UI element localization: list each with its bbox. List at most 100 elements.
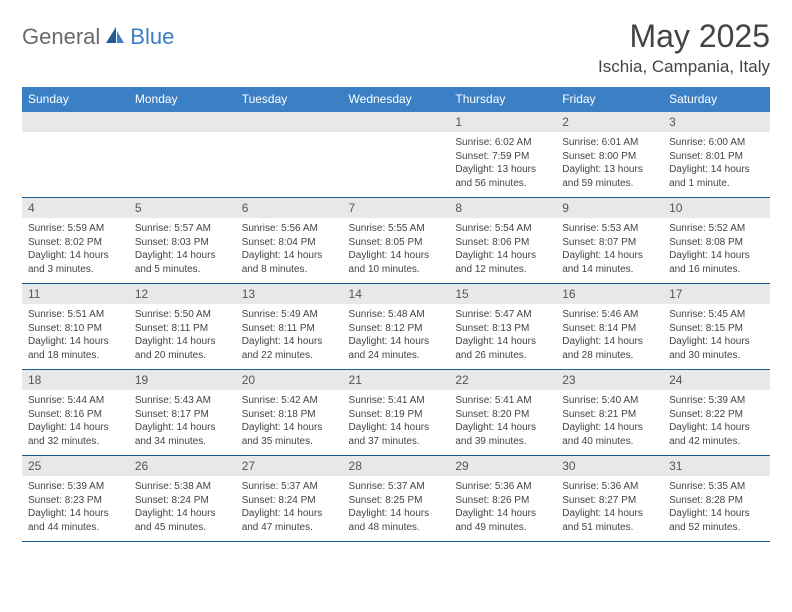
calendar-cell: 16Sunrise: 5:46 AMSunset: 8:14 PMDayligh…: [556, 284, 663, 370]
calendar-row: 25Sunrise: 5:39 AMSunset: 8:23 PMDayligh…: [22, 456, 770, 542]
empty-daynum: [343, 112, 450, 132]
day-data: Sunrise: 5:39 AMSunset: 8:22 PMDaylight:…: [663, 390, 770, 452]
calendar-row: 18Sunrise: 5:44 AMSunset: 8:16 PMDayligh…: [22, 370, 770, 456]
day-data: Sunrise: 5:48 AMSunset: 8:12 PMDaylight:…: [343, 304, 450, 366]
calendar-cell: [22, 112, 129, 198]
day-number: 13: [236, 284, 343, 304]
sail-icon: [104, 25, 126, 50]
calendar-body: 1Sunrise: 6:02 AMSunset: 7:59 PMDaylight…: [22, 112, 770, 542]
day-number: 5: [129, 198, 236, 218]
calendar-cell: 1Sunrise: 6:02 AMSunset: 7:59 PMDaylight…: [449, 112, 556, 198]
day-number: 22: [449, 370, 556, 390]
day-number: 3: [663, 112, 770, 132]
calendar-cell: 11Sunrise: 5:51 AMSunset: 8:10 PMDayligh…: [22, 284, 129, 370]
day-number: 11: [22, 284, 129, 304]
calendar-table: Sunday Monday Tuesday Wednesday Thursday…: [22, 87, 770, 542]
calendar-cell: 30Sunrise: 5:36 AMSunset: 8:27 PMDayligh…: [556, 456, 663, 542]
weekday-header: Saturday: [663, 87, 770, 112]
calendar-cell: 31Sunrise: 5:35 AMSunset: 8:28 PMDayligh…: [663, 456, 770, 542]
calendar-cell: 20Sunrise: 5:42 AMSunset: 8:18 PMDayligh…: [236, 370, 343, 456]
calendar-cell: 22Sunrise: 5:41 AMSunset: 8:20 PMDayligh…: [449, 370, 556, 456]
day-number: 29: [449, 456, 556, 476]
day-data: Sunrise: 6:00 AMSunset: 8:01 PMDaylight:…: [663, 132, 770, 194]
calendar-cell: 23Sunrise: 5:40 AMSunset: 8:21 PMDayligh…: [556, 370, 663, 456]
calendar-cell: 17Sunrise: 5:45 AMSunset: 8:15 PMDayligh…: [663, 284, 770, 370]
day-data: Sunrise: 5:51 AMSunset: 8:10 PMDaylight:…: [22, 304, 129, 366]
day-number: 6: [236, 198, 343, 218]
day-number: 14: [343, 284, 450, 304]
header: General Blue May 2025 Ischia, Campania, …: [22, 18, 770, 77]
day-number: 23: [556, 370, 663, 390]
calendar-cell: [129, 112, 236, 198]
calendar-cell: 18Sunrise: 5:44 AMSunset: 8:16 PMDayligh…: [22, 370, 129, 456]
day-number: 4: [22, 198, 129, 218]
location: Ischia, Campania, Italy: [598, 57, 770, 77]
empty-daynum: [236, 112, 343, 132]
day-number: 2: [556, 112, 663, 132]
day-data: Sunrise: 5:35 AMSunset: 8:28 PMDaylight:…: [663, 476, 770, 538]
day-data: Sunrise: 5:46 AMSunset: 8:14 PMDaylight:…: [556, 304, 663, 366]
day-data: Sunrise: 5:40 AMSunset: 8:21 PMDaylight:…: [556, 390, 663, 452]
day-number: 19: [129, 370, 236, 390]
calendar-cell: 7Sunrise: 5:55 AMSunset: 8:05 PMDaylight…: [343, 198, 450, 284]
calendar-row: 4Sunrise: 5:59 AMSunset: 8:02 PMDaylight…: [22, 198, 770, 284]
day-number: 7: [343, 198, 450, 218]
day-number: 20: [236, 370, 343, 390]
calendar-cell: 8Sunrise: 5:54 AMSunset: 8:06 PMDaylight…: [449, 198, 556, 284]
calendar-cell: 29Sunrise: 5:36 AMSunset: 8:26 PMDayligh…: [449, 456, 556, 542]
calendar-cell: 12Sunrise: 5:50 AMSunset: 8:11 PMDayligh…: [129, 284, 236, 370]
day-data: Sunrise: 5:42 AMSunset: 8:18 PMDaylight:…: [236, 390, 343, 452]
weekday-header: Wednesday: [343, 87, 450, 112]
calendar-cell: 25Sunrise: 5:39 AMSunset: 8:23 PMDayligh…: [22, 456, 129, 542]
day-number: 15: [449, 284, 556, 304]
day-data: Sunrise: 5:53 AMSunset: 8:07 PMDaylight:…: [556, 218, 663, 280]
calendar-cell: 5Sunrise: 5:57 AMSunset: 8:03 PMDaylight…: [129, 198, 236, 284]
logo-text-blue: Blue: [130, 24, 174, 50]
logo: General Blue: [22, 18, 174, 50]
day-data: Sunrise: 5:41 AMSunset: 8:19 PMDaylight:…: [343, 390, 450, 452]
calendar-row: 1Sunrise: 6:02 AMSunset: 7:59 PMDaylight…: [22, 112, 770, 198]
calendar-cell: 4Sunrise: 5:59 AMSunset: 8:02 PMDaylight…: [22, 198, 129, 284]
day-number: 12: [129, 284, 236, 304]
weekday-header: Tuesday: [236, 87, 343, 112]
day-data: Sunrise: 5:56 AMSunset: 8:04 PMDaylight:…: [236, 218, 343, 280]
day-number: 16: [556, 284, 663, 304]
day-data: Sunrise: 5:44 AMSunset: 8:16 PMDaylight:…: [22, 390, 129, 452]
day-data: Sunrise: 5:45 AMSunset: 8:15 PMDaylight:…: [663, 304, 770, 366]
day-number: 31: [663, 456, 770, 476]
calendar-cell: 15Sunrise: 5:47 AMSunset: 8:13 PMDayligh…: [449, 284, 556, 370]
calendar-cell: 2Sunrise: 6:01 AMSunset: 8:00 PMDaylight…: [556, 112, 663, 198]
day-data: Sunrise: 5:41 AMSunset: 8:20 PMDaylight:…: [449, 390, 556, 452]
calendar-cell: 3Sunrise: 6:00 AMSunset: 8:01 PMDaylight…: [663, 112, 770, 198]
day-data: Sunrise: 5:36 AMSunset: 8:27 PMDaylight:…: [556, 476, 663, 538]
day-data: Sunrise: 5:49 AMSunset: 8:11 PMDaylight:…: [236, 304, 343, 366]
day-number: 18: [22, 370, 129, 390]
weekday-header: Thursday: [449, 87, 556, 112]
calendar-cell: 19Sunrise: 5:43 AMSunset: 8:17 PMDayligh…: [129, 370, 236, 456]
day-data: Sunrise: 5:55 AMSunset: 8:05 PMDaylight:…: [343, 218, 450, 280]
day-number: 8: [449, 198, 556, 218]
empty-daynum: [22, 112, 129, 132]
day-number: 10: [663, 198, 770, 218]
calendar-cell: 6Sunrise: 5:56 AMSunset: 8:04 PMDaylight…: [236, 198, 343, 284]
calendar-cell: 24Sunrise: 5:39 AMSunset: 8:22 PMDayligh…: [663, 370, 770, 456]
calendar-cell: 10Sunrise: 5:52 AMSunset: 8:08 PMDayligh…: [663, 198, 770, 284]
day-number: 17: [663, 284, 770, 304]
calendar-cell: 28Sunrise: 5:37 AMSunset: 8:25 PMDayligh…: [343, 456, 450, 542]
day-number: 30: [556, 456, 663, 476]
day-number: 26: [129, 456, 236, 476]
day-data: Sunrise: 5:43 AMSunset: 8:17 PMDaylight:…: [129, 390, 236, 452]
day-data: Sunrise: 5:59 AMSunset: 8:02 PMDaylight:…: [22, 218, 129, 280]
calendar-cell: 26Sunrise: 5:38 AMSunset: 8:24 PMDayligh…: [129, 456, 236, 542]
day-data: Sunrise: 5:54 AMSunset: 8:06 PMDaylight:…: [449, 218, 556, 280]
calendar-cell: [343, 112, 450, 198]
day-number: 9: [556, 198, 663, 218]
logo-text-general: General: [22, 24, 100, 50]
day-data: Sunrise: 5:50 AMSunset: 8:11 PMDaylight:…: [129, 304, 236, 366]
day-number: 24: [663, 370, 770, 390]
weekday-header-row: Sunday Monday Tuesday Wednesday Thursday…: [22, 87, 770, 112]
calendar-row: 11Sunrise: 5:51 AMSunset: 8:10 PMDayligh…: [22, 284, 770, 370]
day-data: Sunrise: 6:01 AMSunset: 8:00 PMDaylight:…: [556, 132, 663, 194]
day-data: Sunrise: 5:37 AMSunset: 8:24 PMDaylight:…: [236, 476, 343, 538]
weekday-header: Sunday: [22, 87, 129, 112]
